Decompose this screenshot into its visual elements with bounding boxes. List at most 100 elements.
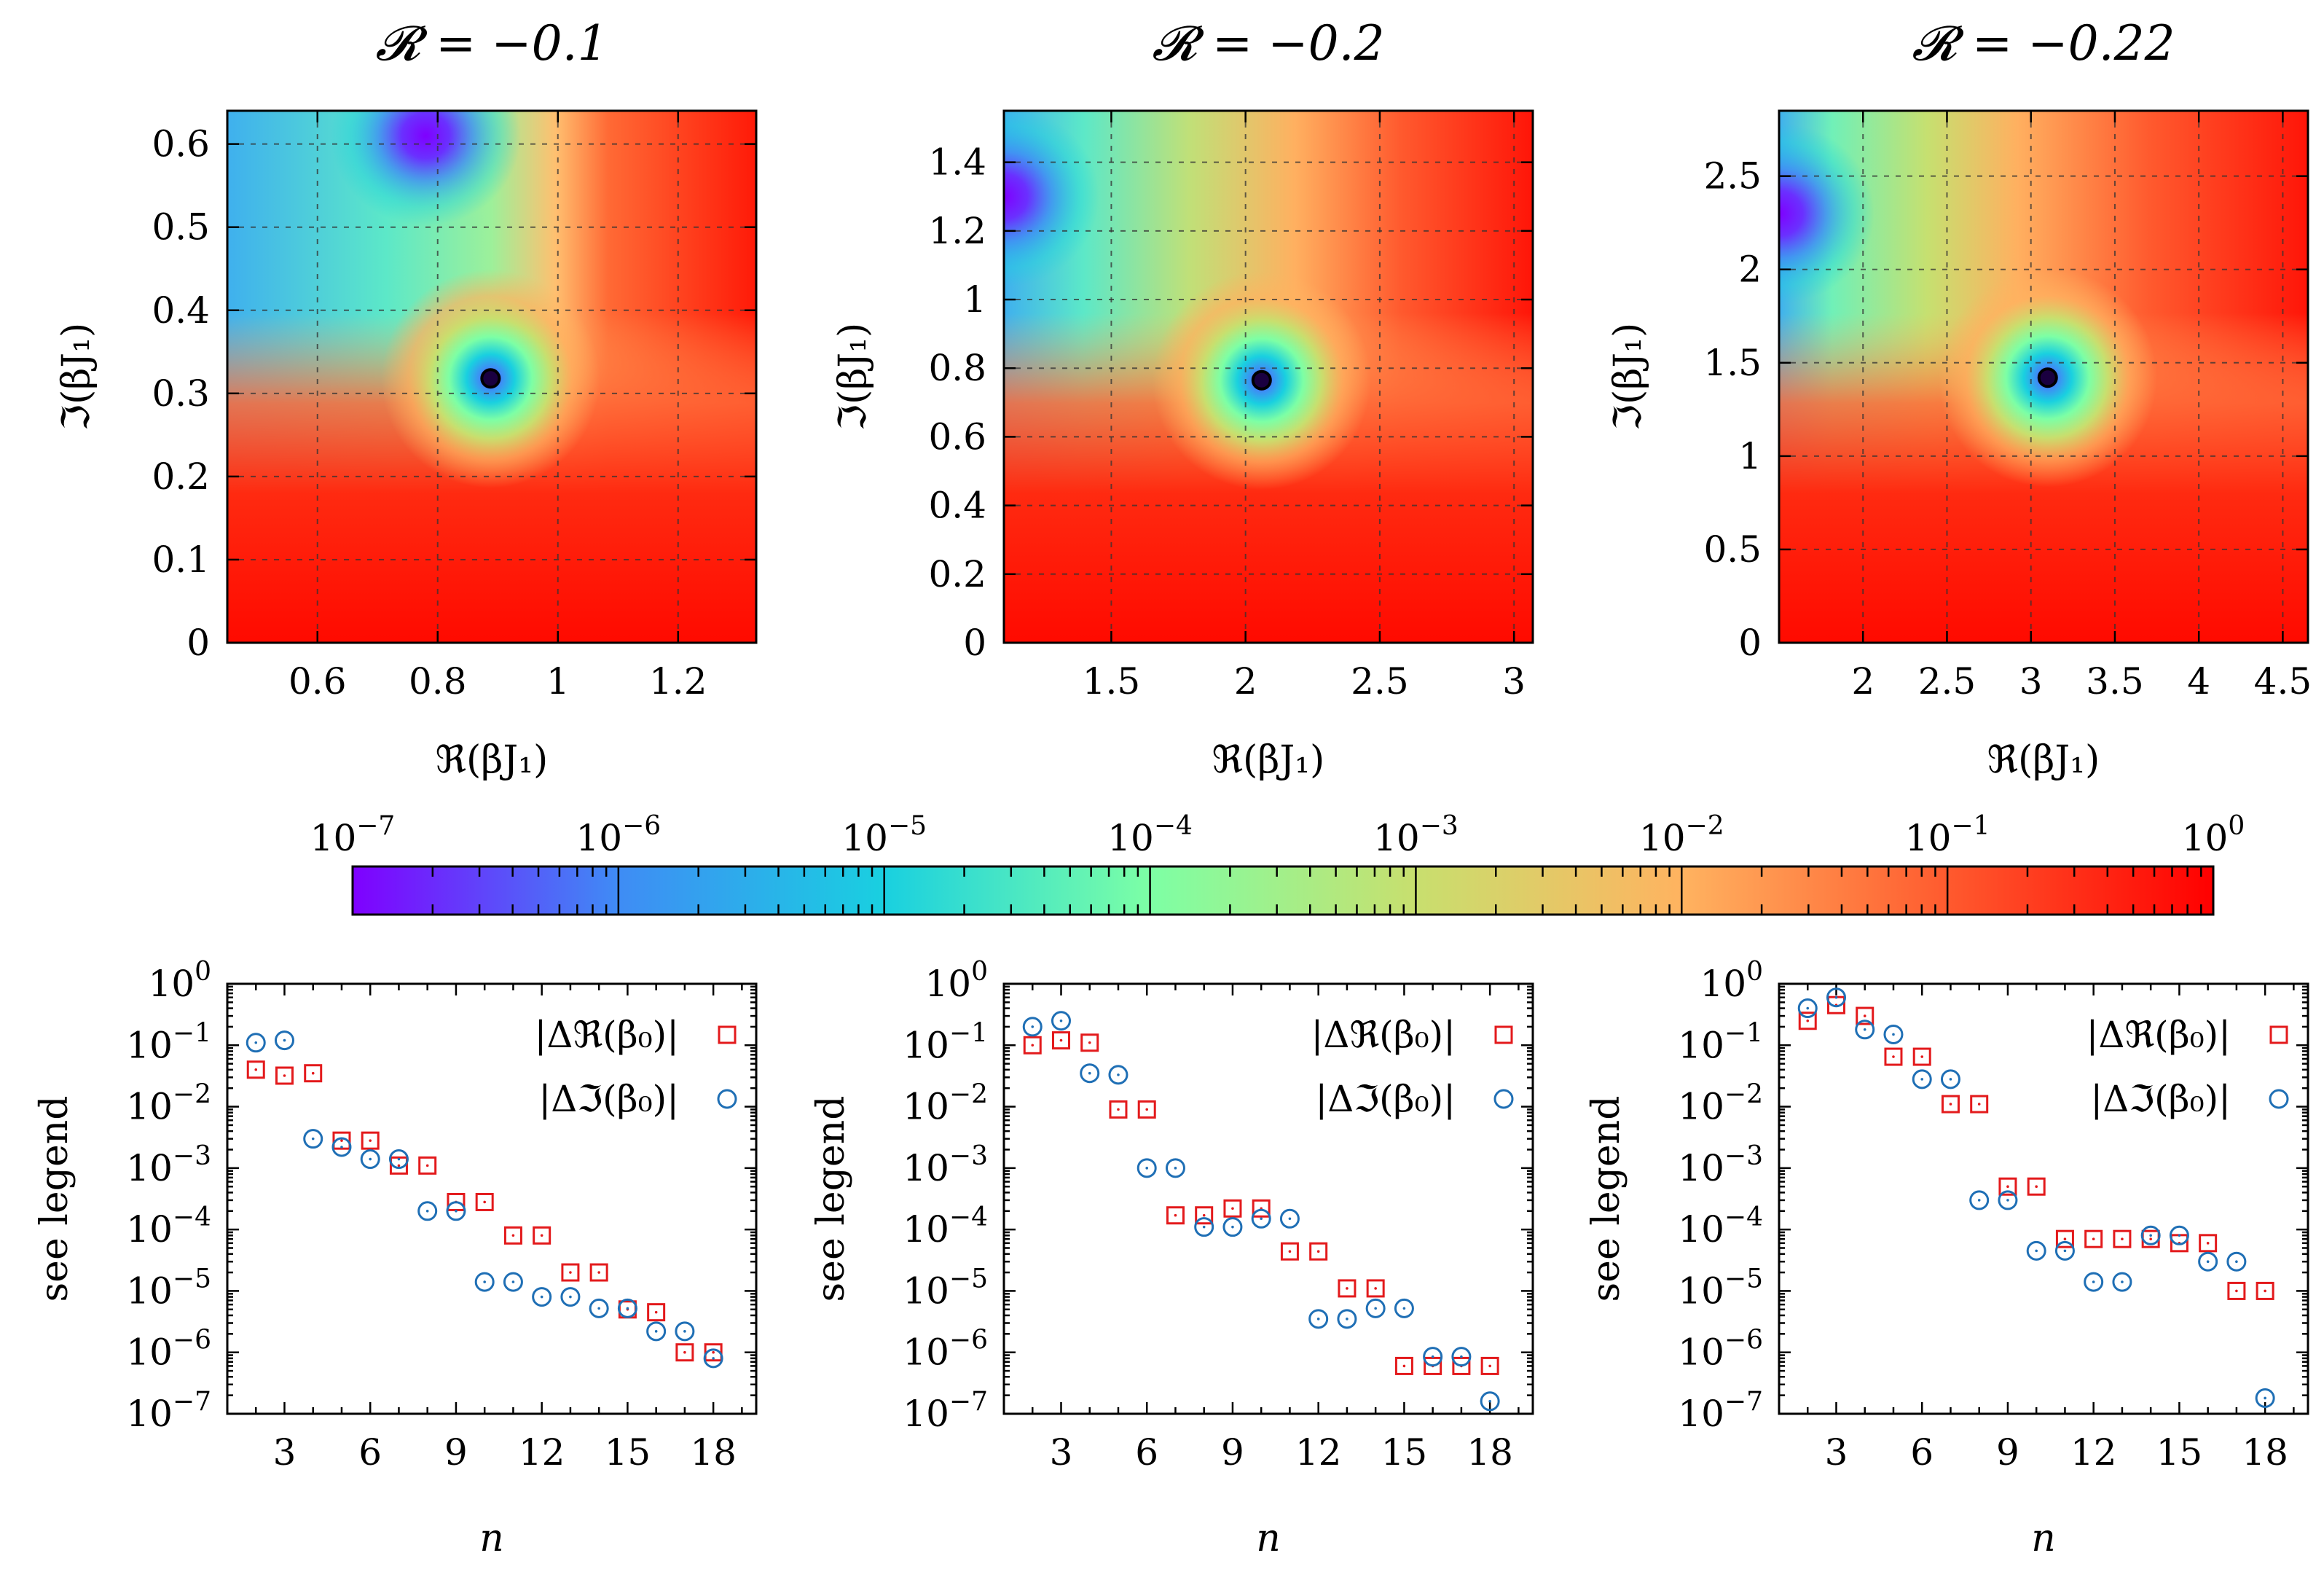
x-tick-label: 1.2 bbox=[649, 660, 707, 703]
circle-point bbox=[1826, 987, 1846, 1008]
y-tick-label: 10−1 bbox=[1678, 1018, 1763, 1066]
circle-point-dot bbox=[1059, 1019, 1063, 1022]
y-tick-label: 10−6 bbox=[903, 1326, 988, 1374]
circle-point-dot bbox=[1117, 1073, 1120, 1076]
scatter-panel-3: 3 6 9 12 15 18 10−7 10−6 10−5 10−4 10−3 10−2 10−1 100… bbox=[1585, 957, 2309, 1560]
circle-point bbox=[388, 1149, 409, 1170]
zero-marker bbox=[2037, 367, 2058, 388]
circle-point bbox=[1883, 1024, 1904, 1044]
circle-point bbox=[474, 1272, 495, 1292]
y-tick-label: 0.2 bbox=[928, 553, 986, 595]
x-tick-label: 6 bbox=[358, 1431, 382, 1474]
square-point bbox=[1309, 1242, 1328, 1261]
y-tick-label: 10−1 bbox=[903, 1018, 988, 1066]
circle-point-dot bbox=[254, 1041, 258, 1044]
circle-point-dot bbox=[340, 1146, 343, 1149]
y-tick-label: 10−3 bbox=[903, 1141, 988, 1189]
circle-point bbox=[1279, 1208, 1300, 1229]
circle-point-dot bbox=[2264, 1396, 2266, 1400]
x-tick-label: 15 bbox=[1381, 1431, 1428, 1474]
circle-point-dot bbox=[683, 1330, 686, 1333]
x-tick-label: 9 bbox=[1221, 1431, 1244, 1474]
circle-point-dot bbox=[2206, 1260, 2210, 1264]
square-point bbox=[1195, 1206, 1214, 1225]
x-axis-label: n bbox=[479, 1517, 504, 1560]
square-point-dot bbox=[2149, 1237, 2152, 1240]
circle-point-dot bbox=[511, 1280, 515, 1283]
y-tick-label: 0.4 bbox=[152, 289, 210, 332]
square-point-dot bbox=[340, 1139, 343, 1142]
heatmap-panel-3: 2 2.5 3 3.5 4 4.5 0 0.5 1 1.5 2 2.5 𝓡 = −0.22 ℜ(βJ₁) ℑ… bbox=[1606, 15, 2312, 782]
circle-point bbox=[360, 1149, 380, 1170]
square-point-dot bbox=[683, 1350, 686, 1354]
circle-point-dot bbox=[1174, 1167, 1177, 1170]
square-point bbox=[704, 1343, 723, 1362]
scatter-panel-1: 3 6 9 12 15 18 10−7 10−6 10−5 10−4 10−3 10−2 10−1 100… bbox=[33, 957, 758, 1560]
x-tick-label: 3.5 bbox=[2086, 660, 2144, 703]
circle-point bbox=[2112, 1272, 2132, 1292]
square-point bbox=[1394, 1356, 1413, 1375]
y-tick-label: 0.2 bbox=[152, 455, 210, 498]
x-tick-label: 1.5 bbox=[1083, 660, 1141, 703]
square-point-dot bbox=[1088, 1041, 1091, 1044]
circle-point bbox=[1365, 1298, 1386, 1318]
circle-point-dot bbox=[1892, 1033, 1895, 1036]
square-point-dot bbox=[2092, 1237, 2095, 1240]
circle-point bbox=[2054, 1240, 2075, 1261]
square-point-dot bbox=[2121, 1237, 2124, 1240]
circle-point bbox=[1423, 1347, 1443, 1367]
circle-point bbox=[1222, 1217, 1243, 1237]
circle-point-dot bbox=[540, 1295, 543, 1299]
circle-point-dot bbox=[1949, 1078, 1952, 1081]
circle-point bbox=[2084, 1272, 2104, 1292]
colorbar-gradient bbox=[353, 866, 2213, 915]
square-point bbox=[1223, 1199, 1242, 1218]
circle-point-dot bbox=[2121, 1280, 2124, 1283]
square-point-dot bbox=[1977, 1103, 1981, 1106]
circle-point-dot bbox=[597, 1307, 600, 1310]
circle-point-dot bbox=[1402, 1307, 1406, 1310]
square-point bbox=[304, 1064, 323, 1083]
circle-point-dot bbox=[2035, 1249, 2038, 1253]
square-point-dot bbox=[1949, 1103, 1952, 1106]
square-point bbox=[1023, 1036, 1042, 1055]
x-tick-label: 0.8 bbox=[409, 660, 467, 703]
circle-point-dot bbox=[1231, 1225, 1234, 1229]
y-tick-label: 0 bbox=[1738, 622, 1762, 664]
plot-frame bbox=[1778, 109, 2309, 644]
x-tick-label: 15 bbox=[2156, 1431, 2203, 1474]
y-tick-label: 2 bbox=[1738, 249, 1762, 291]
circle-point bbox=[417, 1201, 438, 1221]
circle-point-dot bbox=[2092, 1280, 2095, 1283]
colorbar-tick-label: 10−1 bbox=[1905, 811, 1990, 859]
colorbar-tick-label: 10−4 bbox=[1107, 811, 1193, 859]
circle-point bbox=[703, 1348, 723, 1369]
square-point-dot bbox=[1402, 1364, 1406, 1368]
circle-point-dot bbox=[1977, 1199, 1981, 1202]
circle-point-dot bbox=[2178, 1234, 2181, 1237]
square-point bbox=[1912, 1047, 1931, 1066]
y-tick-label: 1.2 bbox=[928, 210, 986, 252]
colorbar-frame bbox=[351, 865, 2215, 916]
x-tick-label: 18 bbox=[1467, 1431, 1513, 1474]
y-tick-label: 1 bbox=[1738, 435, 1762, 477]
square-point bbox=[561, 1263, 580, 1282]
panel-title: 𝓡 = −0.1 bbox=[375, 15, 608, 71]
circle-point-dot bbox=[1374, 1307, 1377, 1310]
x-tick-label: 12 bbox=[519, 1431, 565, 1474]
plot-frame bbox=[1778, 982, 2309, 1415]
plot-frame bbox=[1002, 982, 1534, 1415]
y-tick-label: 10−7 bbox=[126, 1387, 211, 1435]
circle-point bbox=[1108, 1065, 1128, 1085]
square-point-dot bbox=[369, 1139, 372, 1142]
y-tick-label: 10−3 bbox=[1678, 1141, 1763, 1189]
heatmap-field bbox=[1004, 111, 1533, 643]
circle-point bbox=[1308, 1309, 1329, 1329]
y-tick-label: 0.6 bbox=[928, 415, 986, 458]
legend-label-circle: |Δℑ(β₀)| bbox=[2090, 1078, 2231, 1120]
circle-point-dot bbox=[1346, 1318, 1349, 1320]
square-point bbox=[2084, 1229, 2103, 1248]
circle-point bbox=[1194, 1217, 1214, 1237]
circle-point-dot bbox=[2063, 1249, 2067, 1253]
circle-point bbox=[1165, 1158, 1185, 1178]
